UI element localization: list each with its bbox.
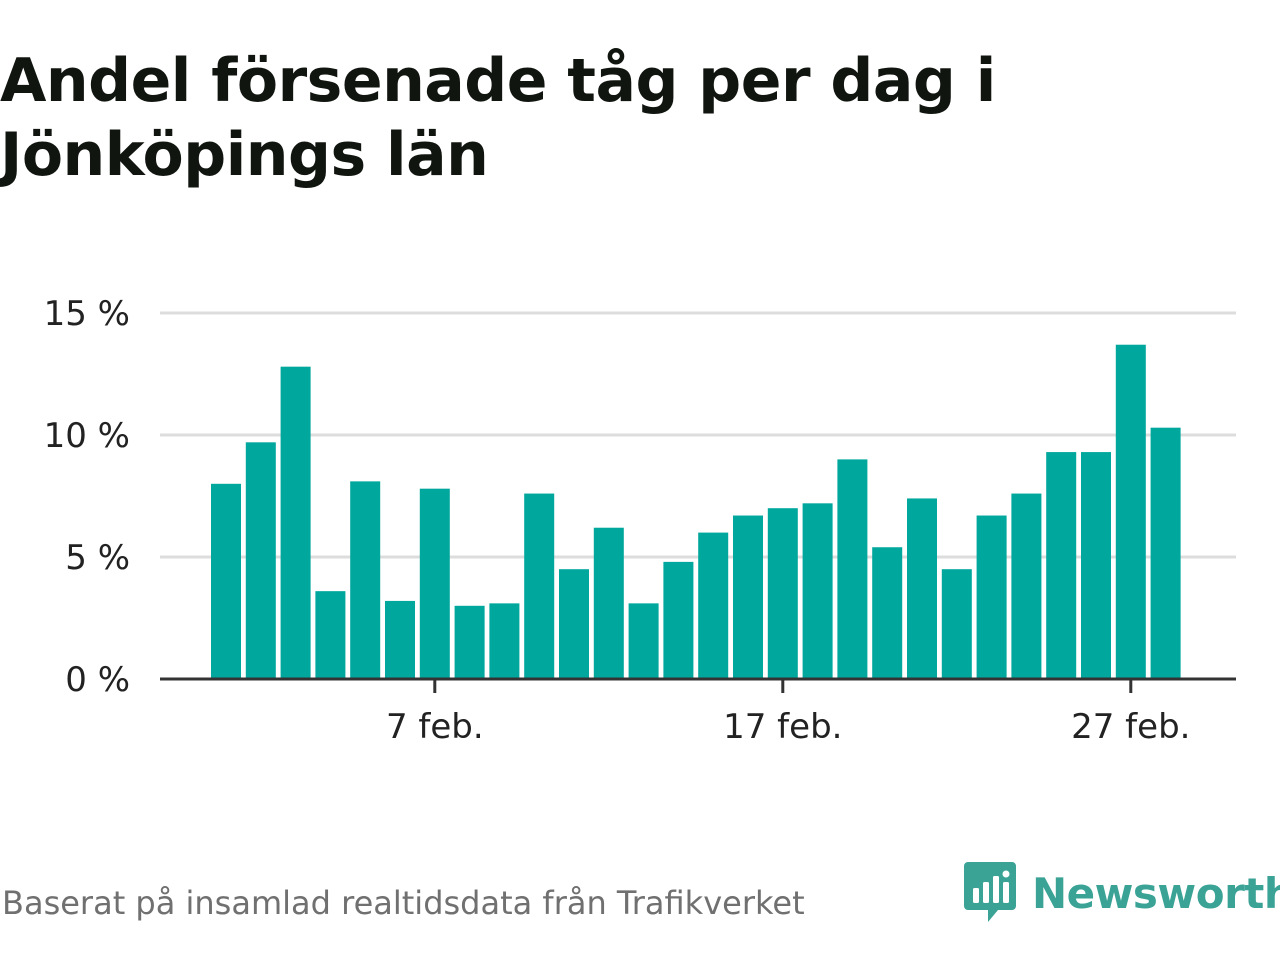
bars xyxy=(211,344,1181,679)
bar xyxy=(489,603,520,679)
bar xyxy=(628,603,659,679)
bar xyxy=(559,569,589,679)
y-tick-label: 10 % xyxy=(44,416,130,456)
bar xyxy=(245,442,276,679)
newsworthy-logo-icon xyxy=(964,862,1016,922)
bar xyxy=(419,488,450,679)
x-tick-label: 27 feb. xyxy=(1071,707,1190,747)
newsworthy-brand[interactable]: Newsworthy xyxy=(964,862,1280,924)
bar xyxy=(1081,452,1111,679)
bar xyxy=(454,605,485,679)
bar xyxy=(907,498,937,679)
bar xyxy=(1011,493,1042,679)
bar xyxy=(802,503,833,679)
bar xyxy=(350,481,381,679)
bar xyxy=(1046,452,1077,679)
y-tick-label: 5 % xyxy=(65,538,130,578)
x-tick-label: 7 feb. xyxy=(386,707,484,747)
bar xyxy=(837,459,868,679)
bar xyxy=(211,483,241,679)
bar xyxy=(976,515,1007,679)
bar xyxy=(315,591,346,679)
bar xyxy=(280,366,311,679)
bar xyxy=(698,532,729,679)
bar xyxy=(385,600,415,679)
bar xyxy=(1115,344,1146,679)
x-tick-label: 17 feb. xyxy=(723,707,842,747)
bar xyxy=(767,508,798,679)
bar xyxy=(663,561,694,679)
bar-chart: 0 % 5 % 10 % 15 % 7 feb. 17 feb. 27 feb. xyxy=(44,294,1236,747)
brand-name: Newsworthy xyxy=(1032,868,1280,918)
bar xyxy=(1150,427,1181,679)
bar xyxy=(872,547,903,679)
source-note: Baserat på insamlad realtidsdata från Tr… xyxy=(2,884,805,922)
bar xyxy=(593,527,624,679)
axes: 0 % 5 % 10 % 15 % 7 feb. 17 feb. 27 feb. xyxy=(44,294,1236,747)
bar xyxy=(941,569,972,679)
y-tick-label: 15 % xyxy=(44,294,130,334)
chart-title: Andel försenade tåg per dag i Jönköpings… xyxy=(0,46,996,190)
y-tick-label: 0 % xyxy=(65,660,130,700)
bar xyxy=(733,515,763,679)
bar xyxy=(524,493,555,679)
